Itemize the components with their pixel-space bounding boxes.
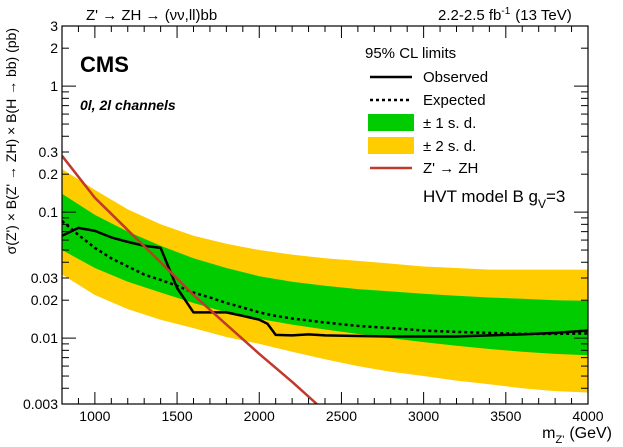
x-axis-title: mZ' (GeV) xyxy=(542,425,612,446)
legend: 95% CL limits Observed Expected ± 1 s. d… xyxy=(365,45,565,211)
legend-1sd-label: ± 1 s. d. xyxy=(423,115,476,132)
x-axis: 1000 1500 2000 2500 3000 3500 4000 xyxy=(77,26,604,424)
y-tick-label: 0.003 xyxy=(23,396,58,412)
header-process: Z' → ZH → (νν,ll)bb xyxy=(86,7,217,24)
x-tick-label: 1500 xyxy=(161,408,192,424)
legend-observed-label: Observed xyxy=(423,69,488,86)
y-tick-label: 1 xyxy=(50,78,58,94)
lines-layer xyxy=(62,155,588,404)
model-label-value: =3 xyxy=(546,187,565,206)
y-axis-title: σ(Z') × B(Z' → ZH) × B(H → bb) (pb) xyxy=(3,28,19,254)
header-lumi-exponent: -1 xyxy=(501,6,510,17)
legend-theory-label: Z' → ZH xyxy=(423,160,478,177)
header-energy: (13 TeV) xyxy=(515,7,571,24)
observed-line xyxy=(62,226,588,338)
y-axis: 0.003 0.01 0.02 0.03 0.1 0.2 0.3 1 2 3 xyxy=(23,18,588,412)
theory-line xyxy=(62,155,318,404)
y-tick-label: 0.03 xyxy=(31,270,58,286)
x-axis-title-subscript: Z' xyxy=(556,434,565,446)
legend-title: 95% CL limits xyxy=(365,45,456,62)
header-lumi-value: 2.2-2.5 fb xyxy=(438,7,501,24)
legend-1sd-swatch xyxy=(368,114,414,131)
header-lumi: 2.2-2.5 fb-1 (13 TeV) xyxy=(438,6,572,24)
band-1sd xyxy=(62,193,588,356)
model-label: HVT model B gV=3 xyxy=(423,187,565,211)
y-tick-label: 0.2 xyxy=(39,166,59,182)
y-tick-label: 0.01 xyxy=(31,330,58,346)
legend-expected-label: Expected xyxy=(423,92,486,109)
x-axis-title-main: m xyxy=(542,425,555,442)
y-tick-label: 0.3 xyxy=(39,144,59,160)
y-tick-label: 0.1 xyxy=(39,204,59,220)
expected-line xyxy=(62,220,588,336)
y-tick-label: 2 xyxy=(50,40,58,56)
legend-2sd-label: ± 2 s. d. xyxy=(423,138,476,155)
x-tick-label: 1000 xyxy=(79,408,110,424)
experiment-label: CMS xyxy=(80,52,129,77)
x-tick-label: 4000 xyxy=(572,408,603,424)
model-label-subscript: V xyxy=(538,197,546,211)
model-label-text: HVT model B g xyxy=(423,187,538,206)
x-tick-label: 3500 xyxy=(490,408,521,424)
y-tick-label: 3 xyxy=(50,18,58,34)
legend-2sd-swatch xyxy=(368,137,414,154)
x-axis-title-unit: (GeV) xyxy=(569,425,612,442)
x-tick-label: 2000 xyxy=(244,408,275,424)
channels-label: 0l, 2l channels xyxy=(80,97,176,113)
x-tick-label: 3000 xyxy=(408,408,439,424)
y-tick-label: 0.02 xyxy=(31,292,58,308)
x-tick-label: 2500 xyxy=(326,408,357,424)
